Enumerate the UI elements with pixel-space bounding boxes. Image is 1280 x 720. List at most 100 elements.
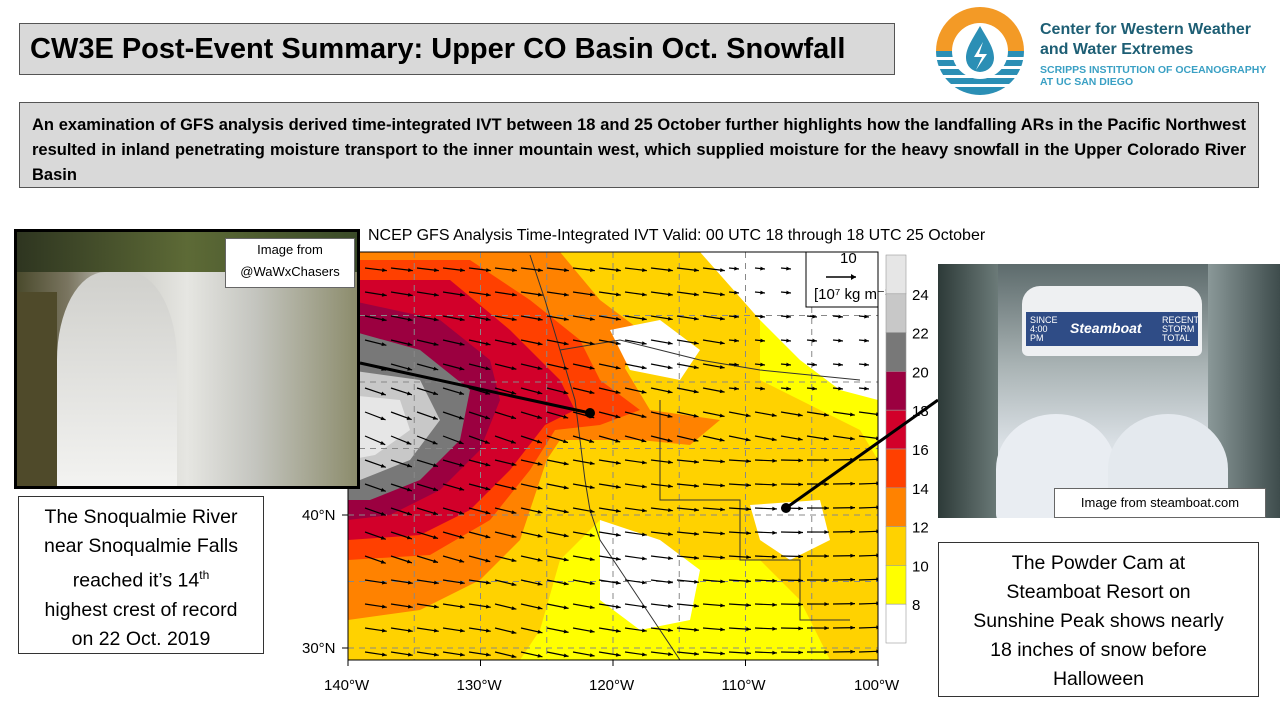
- ivt-vector-arrowhead: [589, 390, 595, 395]
- ivt-vector-arrowhead: [641, 628, 647, 633]
- ivt-vector-arrowhead: [668, 580, 673, 585]
- steamboat-caption: The Powder Cam at Steamboat Resort on Su…: [938, 542, 1259, 697]
- credit-line: Image from: [257, 242, 323, 257]
- pointer-line-steamboat: [785, 398, 939, 510]
- ivt-vector-arrowhead: [772, 506, 777, 511]
- ivt-vector-arrowhead: [615, 652, 621, 657]
- caption-line: The Snoqualmie River: [44, 506, 238, 528]
- map-title: NCEP GFS Analysis Time-Integrated IVT Va…: [368, 227, 986, 244]
- ivt-vector-arrowhead: [641, 556, 647, 561]
- ivt-vector-arrowhead: [641, 532, 647, 537]
- ivt-vector-arrowhead: [537, 605, 543, 610]
- ivt-vector-arrowhead: [485, 292, 491, 297]
- ivt-vector-arrowhead: [406, 440, 412, 445]
- ivt-vector-arrowhead: [850, 505, 855, 510]
- ivt-vector-arrowhead: [406, 391, 412, 396]
- colorbar-tick-label: 24: [912, 287, 929, 304]
- ivt-vector-arrowhead: [668, 268, 673, 273]
- ivt-map: 10 [10⁷ kg m⁻¹] 140°W 130°W 120°W 110°W 100°…: [302, 250, 939, 694]
- ivt-vector-arrowhead: [668, 508, 673, 513]
- ivt-vector-arrowhead: [786, 362, 791, 367]
- ivt-vector-arrowhead: [615, 460, 621, 465]
- ivt-vector-arrowhead: [838, 386, 843, 391]
- ivt-vector-arrowhead: [876, 481, 878, 486]
- ivt-vector-arrowhead: [850, 601, 855, 606]
- ivt-vector-arrowhead: [719, 365, 725, 369]
- ivt-vector-arrowhead: [798, 458, 803, 463]
- ivt-vector-arrowhead: [667, 365, 673, 370]
- ivt-vector-arrowhead: [864, 362, 869, 367]
- caption-line: Halloween: [1052, 668, 1145, 690]
- ivt-vector-arrowhead: [668, 652, 673, 657]
- caption-line: Steamboat Resort on: [1006, 581, 1191, 603]
- ivt-vector-arrowhead: [433, 342, 439, 346]
- ivt-vector-arrowhead: [459, 580, 465, 585]
- ivt-vector-arrowhead: [459, 317, 465, 322]
- slide-title: CW3E Post-Event Summary: Upper CO Basin …: [19, 23, 895, 75]
- ivt-vector-arrowhead: [406, 463, 412, 468]
- ivt-vector-arrowhead: [381, 317, 387, 322]
- ivt-vector-arrowhead: [641, 389, 647, 394]
- ivt-vector-arrowhead: [719, 413, 725, 418]
- ivt-vector-arrowhead: [812, 362, 817, 367]
- ivt-vector-arrowhead: [667, 414, 673, 418]
- ivt-vector-arrowhead: [668, 484, 673, 489]
- ivt-vector-arrowhead: [459, 486, 465, 491]
- caption-line: The Powder Cam at: [1011, 552, 1186, 574]
- ivt-vector-arrowhead: [641, 484, 647, 489]
- ivt-vector-arrowhead: [824, 530, 829, 535]
- ivt-vector-arrowhead: [485, 486, 491, 491]
- ivt-vector-arrowhead: [720, 651, 725, 656]
- colorbar-swatch: [885, 254, 907, 295]
- caption-line: highest crest of record: [44, 598, 238, 621]
- caption-line: Sunshine Peak shows nearly: [973, 610, 1224, 632]
- ivt-vector-arrowhead: [824, 602, 829, 607]
- ivt-vector-arrowhead: [720, 507, 725, 512]
- ivt-vector-arrowhead: [824, 626, 829, 631]
- sign-left-text: SINCE 4:00 PM: [1030, 315, 1058, 343]
- ivt-vector-arrowhead: [615, 604, 621, 609]
- ivt-vectors: [364, 266, 878, 659]
- ivt-vector-arrowhead: [486, 268, 491, 273]
- ivt-vector-arrowhead: [746, 507, 751, 512]
- ivt-vector-arrowhead: [511, 510, 517, 515]
- ivt-vector-arrowhead: [798, 578, 803, 583]
- ivt-vector-arrowhead: [694, 651, 699, 656]
- ivt-vector-arrowhead: [380, 559, 386, 564]
- ivt-vector-arrowhead: [615, 414, 621, 419]
- ivt-vector-arrowhead: [876, 577, 878, 582]
- ivt-vector-arrowhead: [641, 604, 647, 609]
- ivt-vector-arrowhead: [589, 533, 595, 538]
- ivt-vector-arrowhead: [615, 484, 621, 489]
- lat-tick-label: 30°N: [302, 640, 336, 657]
- ivt-vector-arrowhead: [771, 437, 777, 442]
- ivt-vector-arrowhead: [589, 557, 595, 562]
- ivt-vector-arrowhead: [824, 578, 829, 583]
- ivt-vector-arrowhead: [772, 578, 777, 583]
- ivt-vector-arrowhead: [563, 557, 569, 562]
- ivt-vector-arrowhead: [407, 628, 413, 633]
- ivt-vector-arrowhead: [380, 535, 386, 540]
- ivt-vector-arrowhead: [772, 458, 777, 463]
- snoqualmie-falls-photo: Image from @WaWxChasers: [14, 229, 360, 489]
- ivt-vector-arrowhead: [433, 535, 439, 539]
- ivt-vector-arrowhead: [642, 268, 647, 273]
- lon-tick-label: 130°W: [457, 677, 503, 694]
- ivt-vector-arrowhead: [641, 508, 647, 513]
- ivt-vector-arrowhead: [433, 391, 439, 396]
- ivt-vector-arrowhead: [406, 487, 412, 492]
- ivt-vector-arrowhead: [720, 531, 725, 536]
- ivt-vector-arrowhead: [720, 603, 725, 608]
- ivt-vector-arrowhead: [786, 314, 791, 319]
- ivt-vector-arrowhead: [668, 604, 673, 609]
- ivt-vector-arrowhead: [734, 362, 739, 367]
- lat-tick-label: 40°N: [302, 507, 336, 524]
- ivt-vector-arrowhead: [537, 533, 543, 538]
- ivt-vector-arrowhead: [720, 555, 725, 560]
- ivt-vector-arrowhead: [459, 628, 465, 633]
- logo-text-line4: AT UC SAN DIEGO: [1040, 76, 1134, 88]
- ivt-vector-arrowhead: [485, 366, 491, 371]
- ivt-vector-arrowhead: [433, 292, 439, 297]
- ivt-vector-arrowhead: [849, 412, 855, 417]
- ivt-vector-arrowhead: [876, 505, 878, 510]
